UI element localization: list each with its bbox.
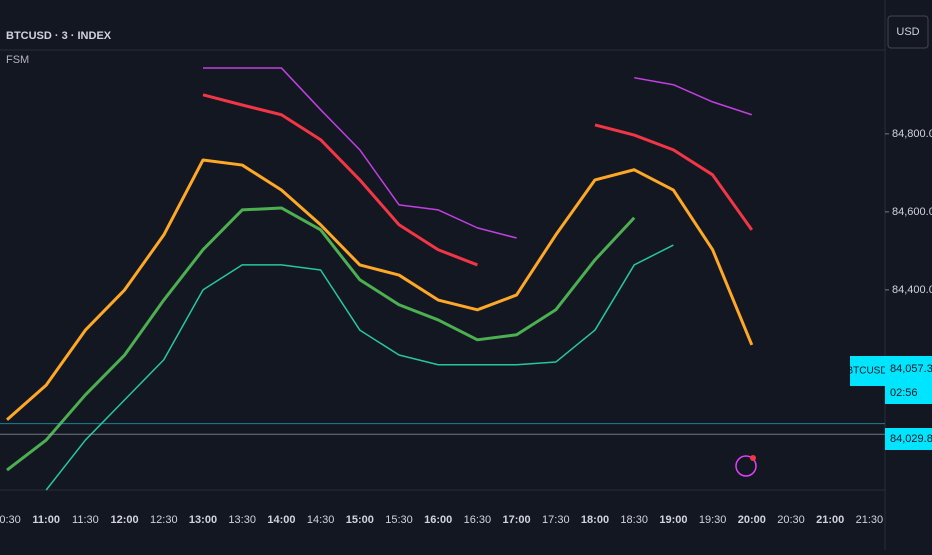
y-tick-label: 84,800.00 <box>892 128 932 140</box>
band-line <box>203 67 517 239</box>
symbol-tag <box>850 356 885 386</box>
x-tick-label: 20:00 <box>738 514 766 526</box>
x-tick-label: 16:00 <box>424 514 452 526</box>
prev-price-box <box>885 428 932 450</box>
x-tick-label: 21:30 <box>856 514 884 526</box>
x-tick-label: 14:30 <box>307 514 335 526</box>
x-tick-label: 19:30 <box>699 514 727 526</box>
x-tick-label: 17:30 <box>542 514 570 526</box>
band-line <box>634 76 753 116</box>
x-tick-label: 17:00 <box>503 514 531 526</box>
x-tick-label: 12:30 <box>150 514 178 526</box>
x-tick-label: 13:00 <box>189 514 217 526</box>
last-price-label: 84,057.31 <box>890 363 932 375</box>
x-tick-label: 11:30 <box>72 514 99 526</box>
currency-button[interactable] <box>887 15 929 49</box>
symbol-tag-label: BTCUSD <box>846 366 887 377</box>
x-tick-label: 21:00 <box>816 514 844 526</box>
x-tick-label: 20:30 <box>777 514 805 526</box>
band-line <box>202 93 478 267</box>
x-tick-label: 12:00 <box>111 514 139 526</box>
indicator-name: FSM <box>6 54 29 66</box>
x-tick-label: 11:00 <box>32 514 60 526</box>
last-price-box <box>885 356 932 404</box>
band-line <box>594 123 754 231</box>
y-tick-label: 84,600.00 <box>892 206 932 218</box>
x-tick-label: 14:00 <box>267 514 295 526</box>
prev-price-label: 84,029.88 <box>890 433 932 445</box>
x-tick-label: 10:30 <box>0 514 21 526</box>
x-tick-label: 15:00 <box>346 514 374 526</box>
x-tick-label: 18:00 <box>581 514 609 526</box>
x-tick-label: 19:00 <box>659 514 687 526</box>
band-line <box>45 244 674 491</box>
x-tick-label: 16:30 <box>464 514 492 526</box>
symbol-title: BTCUSD · 3 · INDEX <box>6 30 112 42</box>
band-line <box>6 206 636 472</box>
alert-icon <box>735 455 757 477</box>
currency-label[interactable]: USD <box>896 26 919 38</box>
x-tick-label: 13:30 <box>228 514 256 526</box>
x-tick-label: 18:30 <box>620 514 648 526</box>
countdown-label: 02:56 <box>890 387 918 399</box>
band-line <box>6 158 754 421</box>
alert-dot <box>750 455 756 461</box>
x-tick-label: 15:30 <box>385 514 413 526</box>
y-tick-label: 84,400.00 <box>892 284 932 296</box>
